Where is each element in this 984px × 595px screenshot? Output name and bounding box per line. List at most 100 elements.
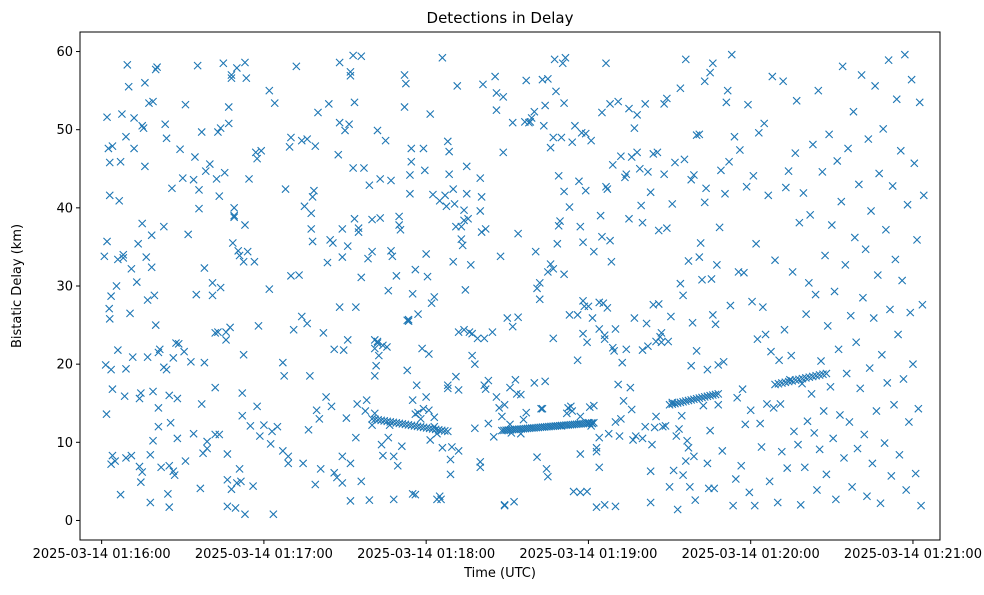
data-point xyxy=(231,503,240,512)
data-point xyxy=(232,63,241,72)
data-point xyxy=(600,500,609,509)
data-point xyxy=(650,423,659,432)
data-point xyxy=(703,459,712,468)
data-point xyxy=(566,402,575,411)
data-point xyxy=(311,142,320,151)
data-point xyxy=(454,446,463,455)
data-point xyxy=(443,137,452,146)
data-point xyxy=(165,391,174,400)
data-point xyxy=(702,184,711,193)
data-point xyxy=(861,245,870,254)
data-point xyxy=(802,310,811,319)
data-point xyxy=(745,488,754,497)
data-point xyxy=(700,77,709,86)
data-point xyxy=(338,478,347,487)
data-point xyxy=(284,452,293,461)
data-point xyxy=(107,292,116,301)
x-axis-label: Time (UTC) xyxy=(463,566,536,581)
data-point xyxy=(668,199,677,208)
data-point xyxy=(610,346,619,355)
data-point xyxy=(462,189,471,198)
data-point xyxy=(879,124,888,133)
data-point xyxy=(405,189,414,198)
data-point xyxy=(350,214,359,223)
data-point xyxy=(811,290,820,299)
data-point xyxy=(108,385,117,394)
data-point xyxy=(884,56,893,65)
data-point xyxy=(121,453,130,462)
data-point xyxy=(192,290,201,299)
data-point xyxy=(208,278,217,287)
data-point xyxy=(561,53,570,62)
data-point xyxy=(689,452,698,461)
data-point xyxy=(111,457,120,466)
track-point xyxy=(443,427,452,436)
data-point xyxy=(105,304,114,313)
data-point xyxy=(376,214,385,222)
data-point xyxy=(625,104,633,113)
data-point xyxy=(583,338,592,347)
data-point xyxy=(742,182,751,191)
data-point xyxy=(112,282,121,290)
data-point xyxy=(297,312,306,321)
data-point xyxy=(631,432,640,441)
data-point xyxy=(423,272,432,281)
data-point xyxy=(890,400,899,409)
data-point xyxy=(753,335,762,344)
data-point xyxy=(614,97,623,106)
data-point xyxy=(373,337,382,346)
data-point xyxy=(346,67,355,76)
data-point xyxy=(146,450,155,459)
data-point xyxy=(491,72,500,81)
data-point xyxy=(500,500,509,509)
data-point xyxy=(460,206,469,215)
data-point xyxy=(516,390,525,399)
data-point xyxy=(430,413,439,422)
data-point xyxy=(642,319,651,328)
data-point xyxy=(595,463,604,472)
data-point xyxy=(681,55,690,64)
data-point xyxy=(646,467,655,476)
data-point xyxy=(370,344,379,353)
y-tick-label: 50 xyxy=(56,123,73,138)
data-point xyxy=(550,55,559,64)
data-point xyxy=(232,478,241,487)
data-point xyxy=(569,487,578,496)
data-point xyxy=(136,389,145,398)
data-point xyxy=(446,470,455,479)
x-tick-label: 2025-03-14 01:19:00 xyxy=(519,547,657,562)
data-point xyxy=(368,421,377,430)
data-point xyxy=(862,492,871,501)
data-point xyxy=(844,144,853,153)
data-point xyxy=(105,158,114,167)
data-point xyxy=(195,204,203,213)
data-point xyxy=(387,176,395,185)
data-point xyxy=(395,212,404,221)
data-point xyxy=(354,228,363,237)
data-point xyxy=(196,484,205,493)
data-point xyxy=(242,74,251,83)
data-point xyxy=(143,353,152,362)
data-point xyxy=(646,188,655,197)
data-point xyxy=(653,148,662,157)
data-point xyxy=(676,279,685,288)
data-point xyxy=(266,439,275,448)
data-point xyxy=(240,58,249,67)
x-tick-label: 2025-03-14 01:20:00 xyxy=(682,547,820,562)
data-point xyxy=(918,300,927,309)
data-point xyxy=(883,378,892,387)
data-point xyxy=(553,239,562,248)
data-point xyxy=(368,215,377,224)
data-point xyxy=(165,503,174,512)
data-point xyxy=(253,402,262,411)
data-point xyxy=(508,322,517,331)
data-point xyxy=(249,482,258,491)
data-point xyxy=(796,500,805,509)
data-point xyxy=(411,265,420,274)
x-tick-label: 2025-03-14 01:18:00 xyxy=(357,547,495,562)
data-point xyxy=(324,99,333,108)
data-point xyxy=(738,385,747,394)
data-point xyxy=(906,308,915,317)
data-point xyxy=(654,226,663,235)
data-point xyxy=(153,63,162,72)
